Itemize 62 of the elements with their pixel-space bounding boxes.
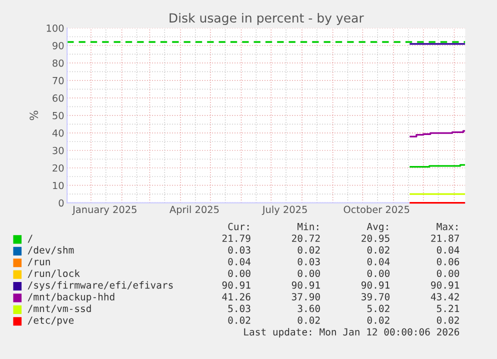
text: 0.02 — [436, 316, 459, 324]
y-tick-label: 0 — [58, 199, 64, 207]
text: 0.04 — [367, 258, 390, 266]
text: 90.91 — [222, 281, 250, 289]
text: 0.02 — [298, 246, 320, 254]
y-tick-label: 90 — [52, 42, 64, 50]
text: 37.90 — [292, 293, 320, 300]
y-tick-label: 20 — [52, 164, 64, 172]
text: 5.03 — [228, 304, 250, 312]
text: 90.91 — [361, 281, 390, 289]
text: 21.79 — [222, 234, 250, 242]
y-tick-label: 30 — [52, 146, 64, 154]
y-tick-label: 80 — [52, 59, 64, 67]
text: 41.26 — [222, 293, 250, 300]
text: 0.02 — [298, 316, 320, 324]
x-tick-label: January 2025 — [72, 206, 136, 216]
y-tick-label: 10 — [53, 182, 64, 190]
y-axis-title: % — [30, 110, 38, 120]
x-tick-label: April 2025 — [170, 206, 219, 216]
text: 43.42 — [430, 293, 459, 300]
legend-label: /run/lock — [28, 269, 80, 278]
text: Avg: — [366, 222, 388, 232]
text: 0.04 — [228, 258, 251, 266]
y-tick-label: 70 — [52, 76, 64, 84]
chart-title: Disk usage in percent - by year — [170, 12, 364, 26]
text: 0.02 — [367, 246, 390, 254]
text: 0.00 — [367, 270, 390, 278]
legend-label: /mnt/vm-ssd — [28, 304, 91, 313]
text: 20.72 — [292, 234, 320, 242]
text: Last update: Mon Jan 12 00:00:06 2026 — [244, 328, 460, 338]
y-tick-label: 50 — [52, 112, 64, 120]
text: 90.91 — [431, 281, 460, 289]
text: 90.91 — [292, 281, 320, 289]
text: 0.00 — [228, 270, 250, 278]
legend-label: /sys/firmware/efi/efivars — [28, 281, 173, 291]
text: 0.00 — [298, 270, 320, 278]
text: 0.06 — [436, 258, 460, 266]
text: 5.02 — [367, 304, 390, 312]
text: 0.03 — [228, 246, 250, 254]
text: 0.03 — [298, 258, 320, 266]
text: 0.04 — [436, 246, 460, 254]
text: 0.00 — [436, 270, 460, 278]
text: Min: — [298, 222, 318, 230]
x-tick-label: July 2025 — [262, 206, 307, 216]
text: 3.60 — [298, 304, 320, 312]
text: 0.02 — [367, 316, 390, 324]
legend-label: /mnt/backup-hhd — [28, 292, 114, 302]
x-tick-label: October 2025 — [344, 206, 410, 214]
text: 39.70 — [362, 293, 390, 300]
legend-label: /dev/shm — [28, 246, 74, 254]
text: 5.21 — [436, 304, 460, 312]
legend-label: /run — [28, 258, 50, 266]
y-tick-label: 100 — [46, 24, 64, 32]
text: 20.95 — [362, 234, 390, 242]
text: 21.87 — [431, 234, 459, 242]
y-tick-label: 60 — [52, 94, 64, 102]
text: Cur: — [228, 222, 249, 230]
legend-label: /etc/pve — [28, 316, 74, 326]
text: Max: — [436, 223, 458, 230]
y-tick-label: 40 — [52, 129, 64, 137]
legend-label: / — [28, 234, 32, 243]
text: 0.02 — [228, 316, 250, 324]
